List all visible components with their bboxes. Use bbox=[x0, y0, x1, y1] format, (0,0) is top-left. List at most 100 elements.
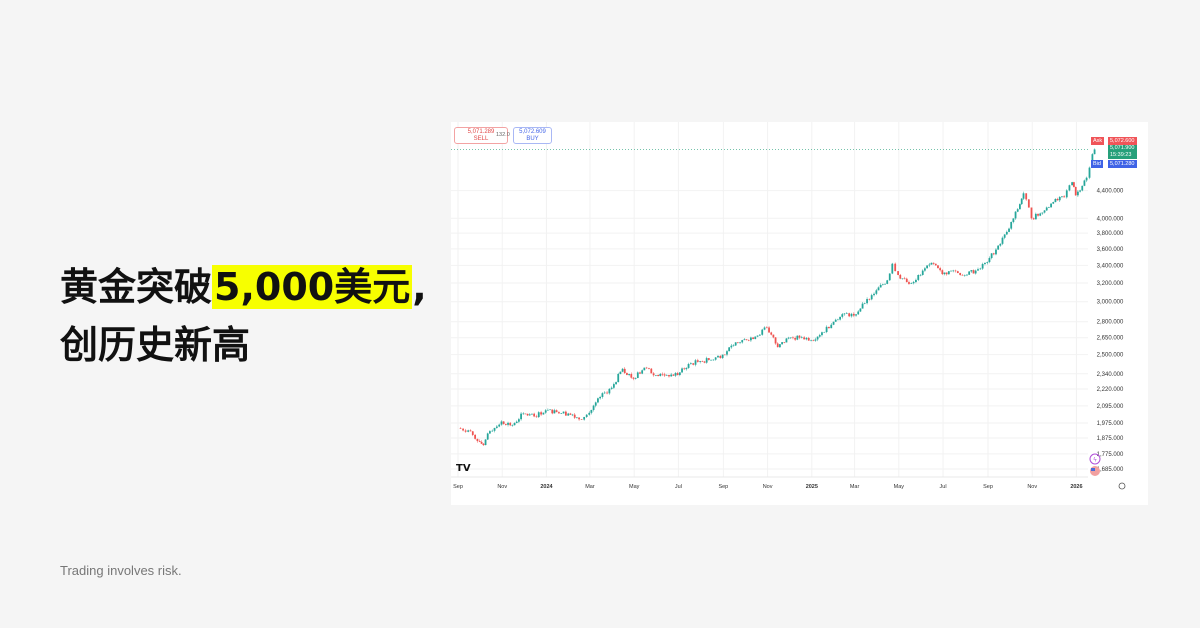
candle-body bbox=[995, 249, 997, 255]
x-tick-label: Nov bbox=[497, 484, 507, 490]
candle-body bbox=[928, 264, 931, 266]
candle-body bbox=[576, 417, 578, 419]
candle-body bbox=[954, 270, 957, 272]
candle-body bbox=[663, 374, 666, 376]
candle-body bbox=[743, 339, 746, 341]
price-chart[interactable]: 1,685.000 1,775.000 1,875.000 1,975.000 2,09… bbox=[451, 122, 1148, 505]
candle-body bbox=[947, 271, 950, 275]
candle-body bbox=[723, 354, 726, 356]
candle-body bbox=[761, 329, 764, 335]
candle-body bbox=[1068, 185, 1071, 191]
x-tick-label: Jul bbox=[675, 484, 682, 490]
candle-body bbox=[974, 270, 977, 274]
candle-body bbox=[1041, 212, 1044, 214]
candle-body bbox=[573, 414, 576, 418]
candle-body bbox=[785, 338, 788, 343]
candle-body bbox=[585, 414, 588, 417]
candle-body bbox=[959, 273, 962, 275]
candle-body bbox=[828, 326, 830, 329]
candle-body bbox=[888, 273, 891, 281]
candle-body bbox=[1079, 190, 1081, 192]
candle-body bbox=[794, 338, 797, 340]
candle-body bbox=[956, 271, 959, 274]
candle-body bbox=[681, 368, 683, 373]
candle-body bbox=[498, 424, 501, 427]
candle-body bbox=[1043, 210, 1046, 213]
candle-body bbox=[645, 367, 648, 369]
y-tick-label: 1,685.000 bbox=[1097, 467, 1124, 473]
candle-body bbox=[781, 342, 783, 345]
candle-body bbox=[926, 265, 928, 269]
candle-body bbox=[513, 423, 516, 426]
candle-body bbox=[1081, 185, 1084, 191]
candle-body bbox=[752, 337, 754, 340]
candle-body bbox=[562, 411, 565, 414]
candle-body bbox=[632, 377, 635, 379]
x-tick-label: Mar bbox=[850, 484, 860, 490]
candle-body bbox=[910, 283, 913, 284]
candle-body bbox=[765, 327, 768, 329]
candle-body bbox=[870, 295, 873, 300]
candle-body bbox=[626, 373, 628, 375]
sell-label: SELL bbox=[473, 136, 489, 142]
candle-body bbox=[659, 373, 662, 377]
candle-body bbox=[1019, 204, 1021, 210]
candle-body bbox=[1027, 199, 1030, 208]
candle-body bbox=[522, 413, 525, 415]
candle-body bbox=[588, 412, 591, 415]
candle-body bbox=[500, 421, 503, 425]
candle-body bbox=[873, 293, 875, 296]
candle-body bbox=[843, 313, 846, 315]
sell-button[interactable]: 5,071.289 SELL bbox=[454, 127, 508, 144]
y-tick-label: 2,500.000 bbox=[1097, 353, 1124, 359]
candle-body bbox=[478, 441, 481, 442]
candle-body bbox=[714, 357, 717, 360]
candle-body bbox=[988, 258, 991, 263]
candle-body bbox=[1063, 196, 1066, 198]
candle-body bbox=[676, 373, 679, 376]
candle-body bbox=[1034, 213, 1037, 220]
buy-button[interactable]: 5,072.609 BUY bbox=[513, 127, 552, 144]
y-tick-label: 1,775.000 bbox=[1097, 452, 1124, 458]
bid-price: 5,071.280 bbox=[1108, 160, 1137, 168]
candle-body bbox=[553, 410, 556, 414]
candle-body bbox=[641, 370, 644, 374]
candle-body bbox=[879, 284, 882, 288]
candle-body bbox=[509, 422, 512, 426]
candle-body bbox=[655, 375, 657, 376]
candle-body bbox=[930, 262, 933, 265]
candle-body bbox=[674, 373, 677, 376]
candle-body bbox=[943, 272, 946, 275]
candle-body bbox=[832, 321, 835, 325]
candle-body bbox=[934, 263, 937, 266]
lightning-icon bbox=[1089, 453, 1101, 465]
candle-body bbox=[1030, 207, 1033, 219]
candle-body bbox=[816, 336, 819, 340]
candle-body bbox=[564, 411, 567, 416]
candle-body bbox=[917, 275, 920, 280]
candle-body bbox=[560, 413, 563, 414]
candle-body bbox=[905, 278, 908, 283]
candle-body bbox=[551, 409, 554, 414]
y-tick-label: 3,400.000 bbox=[1097, 263, 1124, 269]
candle-body bbox=[610, 387, 613, 389]
candle-body bbox=[495, 426, 498, 428]
candle-body bbox=[1073, 182, 1075, 187]
candle-body bbox=[544, 410, 547, 413]
candle-body bbox=[939, 268, 942, 271]
candle-body bbox=[921, 270, 924, 275]
candle-body bbox=[687, 364, 690, 368]
candle-body bbox=[636, 372, 639, 379]
candle-body bbox=[692, 363, 695, 365]
candle-body bbox=[852, 313, 855, 316]
candle-body bbox=[1005, 231, 1008, 235]
candle-body bbox=[779, 344, 781, 348]
candle-body bbox=[1008, 228, 1010, 232]
candle-body bbox=[1032, 218, 1035, 220]
candle-body bbox=[899, 274, 902, 279]
candle-body bbox=[672, 374, 675, 376]
candle-body bbox=[590, 409, 593, 413]
candle-body bbox=[547, 409, 549, 411]
candle-body bbox=[891, 263, 894, 274]
candle-body bbox=[571, 414, 574, 416]
